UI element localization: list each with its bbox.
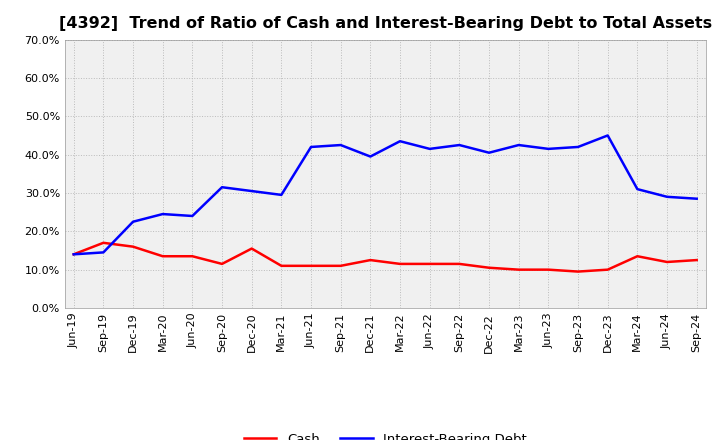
Interest-Bearing Debt: [69, 252, 78, 257]
Interest-Bearing Debt: [485, 150, 493, 155]
Interest-Bearing Debt: [426, 146, 434, 151]
Interest-Bearing Debt: [693, 196, 701, 202]
Interest-Bearing Debt: [574, 144, 582, 150]
Interest-Bearing Debt: [129, 219, 138, 224]
Interest-Bearing Debt: [544, 146, 553, 151]
Cash: [336, 263, 345, 268]
Cash: [366, 257, 374, 263]
Line: Cash: Cash: [73, 243, 697, 271]
Line: Interest-Bearing Debt: Interest-Bearing Debt: [73, 136, 697, 254]
Interest-Bearing Debt: [366, 154, 374, 159]
Cash: [158, 253, 167, 259]
Interest-Bearing Debt: [99, 250, 108, 255]
Cash: [307, 263, 315, 268]
Cash: [396, 261, 405, 267]
Interest-Bearing Debt: [455, 143, 464, 148]
Cash: [99, 240, 108, 246]
Interest-Bearing Debt: [307, 144, 315, 150]
Title: [4392]  Trend of Ratio of Cash and Interest-Bearing Debt to Total Assets: [4392] Trend of Ratio of Cash and Intere…: [58, 16, 712, 32]
Cash: [217, 261, 226, 267]
Cash: [277, 263, 286, 268]
Interest-Bearing Debt: [662, 194, 671, 199]
Interest-Bearing Debt: [396, 139, 405, 144]
Legend: Cash, Interest-Bearing Debt: Cash, Interest-Bearing Debt: [238, 427, 532, 440]
Cash: [426, 261, 434, 267]
Interest-Bearing Debt: [217, 185, 226, 190]
Cash: [514, 267, 523, 272]
Cash: [544, 267, 553, 272]
Interest-Bearing Debt: [248, 188, 256, 194]
Cash: [248, 246, 256, 251]
Cash: [455, 261, 464, 267]
Cash: [485, 265, 493, 270]
Interest-Bearing Debt: [188, 213, 197, 219]
Interest-Bearing Debt: [277, 192, 286, 198]
Cash: [574, 269, 582, 274]
Interest-Bearing Debt: [633, 187, 642, 192]
Cash: [693, 257, 701, 263]
Interest-Bearing Debt: [514, 143, 523, 148]
Cash: [69, 252, 78, 257]
Cash: [603, 267, 612, 272]
Cash: [188, 253, 197, 259]
Cash: [633, 253, 642, 259]
Interest-Bearing Debt: [603, 133, 612, 138]
Interest-Bearing Debt: [158, 211, 167, 216]
Interest-Bearing Debt: [336, 143, 345, 148]
Cash: [662, 259, 671, 264]
Cash: [129, 244, 138, 249]
